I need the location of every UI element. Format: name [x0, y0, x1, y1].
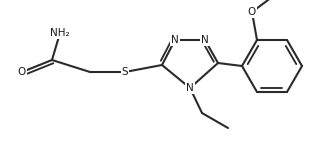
Text: N: N — [186, 83, 194, 93]
Text: O: O — [18, 67, 26, 77]
Text: NH₂: NH₂ — [50, 28, 70, 38]
Text: O: O — [248, 7, 256, 17]
Text: S: S — [122, 67, 128, 77]
Text: N: N — [201, 35, 209, 45]
Text: N: N — [171, 35, 179, 45]
